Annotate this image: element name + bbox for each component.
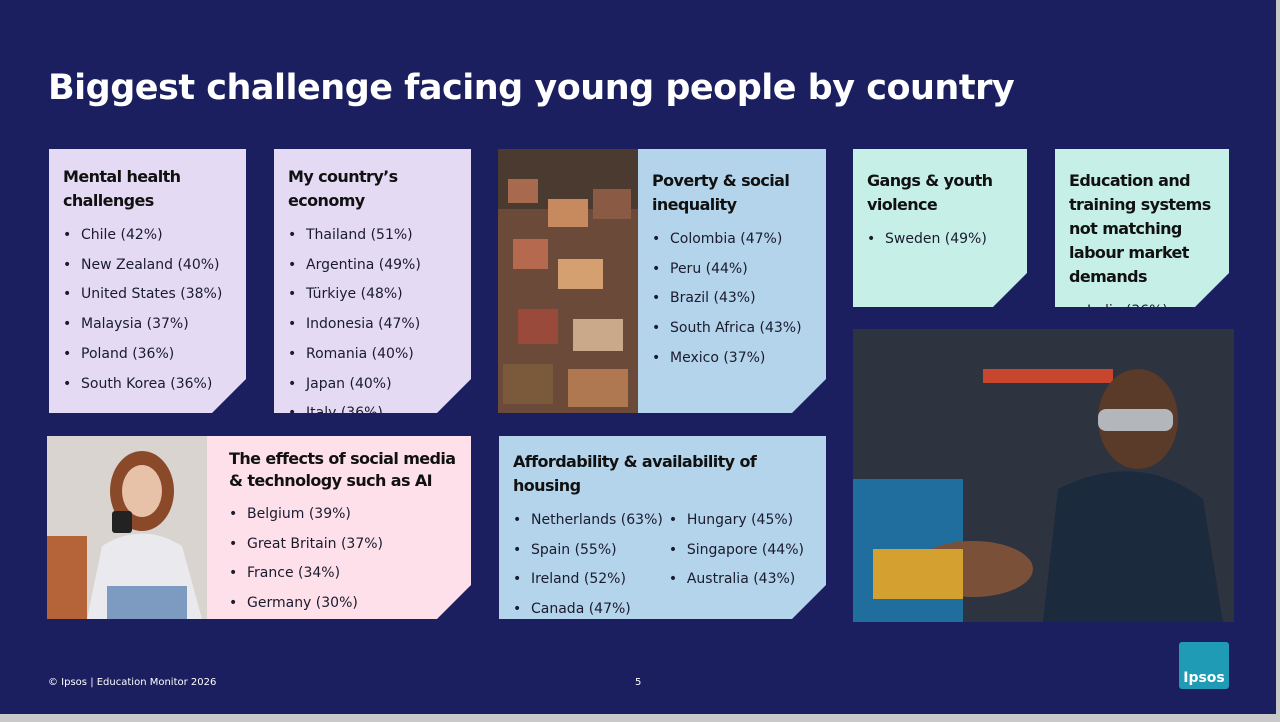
bullet-item: Spain (55%) [513,536,663,566]
bullet-item: Singapore (44%) [669,536,804,566]
bullet-item: India (36%) [1069,297,1217,327]
bullet-item: Brazil (43%) [652,284,814,314]
bullet-item: Canada (47%) [513,595,663,625]
bullet-item: Romania (40%) [288,340,459,370]
bullet-item: Hungary (45%) [669,506,804,536]
bullet-list: Sweden (49%) [867,225,1015,255]
card: Gangs & youth violence Sweden (49%) [853,149,1027,307]
bullet-item: South Africa (43%) [652,314,814,344]
bullet-item: Sweden (49%) [867,225,1015,255]
teen-photo [47,436,207,619]
card-heading: The effects of social media & technology… [229,449,456,490]
bullet-list: India (36%) [1069,297,1217,327]
logo-text: Ipsos [1183,670,1225,686]
bullet-list: Colombia (47%)Peru (44%)Brazil (43%)Sout… [652,225,814,374]
card: My country’s economy Thailand (51%)Argent… [274,149,471,413]
bullet-item: Colombia (47%) [652,225,814,255]
bullet-item: Italy (36%) [288,399,459,429]
page-number: 5 [635,677,642,688]
bullet-item: Japan (40%) [288,370,459,400]
bullet-item: Türkiye (48%) [288,280,459,310]
bullet-item: France (34%) [229,559,459,589]
bullet-item: Ireland (52%) [513,565,663,595]
slide-title: Biggest challenge facing young people by… [48,68,1015,108]
bullet-item: Australia (43%) [669,565,804,595]
bullet-item: Argentina (49%) [288,251,459,281]
worker-photo [853,329,1234,622]
bullet-item: Thailand (51%) [288,221,459,251]
bullet-item: Germany (30%) [229,589,459,619]
bullet-item: United States (38%) [63,280,234,310]
card-heading: My country’s economy [288,167,398,210]
bullet-item: Great Britain (37%) [229,530,459,560]
bullet-item: Indonesia (47%) [288,310,459,340]
card: Affordability & availability of housing N… [499,436,826,619]
bullet-list: Thailand (51%)Argentina (49%)Türkiye (48… [288,221,459,429]
card: The effects of social media & technology… [207,436,471,619]
bullet-item: South Korea (36%) [63,370,234,400]
card-heading: Mental health challenges [63,167,181,210]
bullet-list: Netherlands (63%)Spain (55%)Ireland (52%… [513,506,663,625]
card: Mental health challenges Chile (42%)New Z… [49,149,246,413]
bullet-item: Netherlands (63%) [513,506,663,536]
bullet-item: Belgium (39%) [229,500,459,530]
bullet-item: Chile (42%) [63,221,234,251]
bullet-item: Peru (44%) [652,255,814,285]
city-photo [498,149,638,413]
bullet-list: Hungary (45%)Singapore (44%)Australia (4… [669,506,804,625]
card-heading: Education and training systems not match… [1069,171,1211,286]
card-heading: Affordability & availability of housing [513,452,757,495]
logo: Ipsos [1179,642,1229,689]
bullet-item: Malaysia (37%) [63,310,234,340]
card-heading: Gangs & youth violence [867,171,993,214]
columns: Netherlands (63%)Spain (55%)Ireland (52%… [513,506,814,625]
card-heading: Poverty & social inequality [652,171,790,214]
bullet-item: New Zealand (40%) [63,251,234,281]
bullet-item: Poland (36%) [63,340,234,370]
bullet-item: Mexico (37%) [652,344,814,374]
footer-copyright: © Ipsos | Education Monitor 2026 [48,677,217,688]
bullet-list: Chile (42%)New Zealand (40%)United State… [63,221,234,399]
card: Poverty & social inequality Colombia (47%… [638,149,826,413]
card: Education and training systems not match… [1055,149,1229,307]
bullet-list: Belgium (39%)Great Britain (37%)France (… [229,500,459,619]
